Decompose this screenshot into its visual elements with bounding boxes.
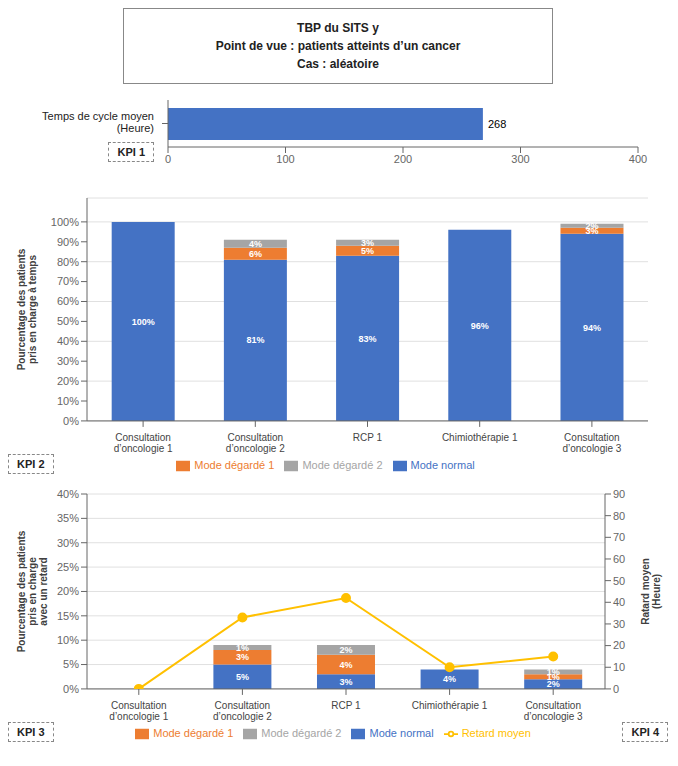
svg-text:Consultationd’oncologie 2: Consultationd’oncologie 2 [213, 700, 272, 723]
svg-text:10: 10 [613, 661, 625, 673]
svg-text:30%: 30% [57, 537, 79, 549]
html-text:KPI 4: KPI 4 [631, 726, 659, 738]
html-text:TBP du SITS y: TBP du SITS y [297, 21, 379, 35]
svg-text:4%: 4% [443, 674, 456, 684]
svg-text:20: 20 [613, 639, 625, 651]
svg-text:25%: 25% [57, 561, 79, 573]
svg-text:Consultationd’oncologie 2: Consultationd’oncologie 2 [226, 432, 285, 455]
svg-text:RCP 1: RCP 1 [331, 700, 361, 711]
svg-text:Chimiothérapie 1: Chimiothérapie 1 [442, 432, 518, 443]
svg-text:40%: 40% [57, 335, 79, 347]
html-text:Mode dégardé 1: Mode dégardé 1 [194, 458, 275, 471]
svg-text:4%: 4% [249, 239, 262, 249]
svg-text:90%: 90% [57, 236, 79, 248]
html-text:Mode dégardé 2: Mode dégardé 2 [261, 726, 342, 739]
svg-text:80: 80 [613, 510, 625, 522]
svg-text:Consultationd’oncologie 1: Consultationd’oncologie 1 [114, 432, 173, 455]
svg-text:90: 90 [613, 488, 625, 500]
svg-text:40: 40 [613, 596, 625, 608]
html-text:Mode dégardé 2: Mode dégardé 2 [302, 458, 383, 471]
svg-text:20%: 20% [57, 375, 79, 387]
svg-text:0%: 0% [63, 415, 79, 427]
svg-text:15%: 15% [57, 610, 79, 622]
svg-text:100%: 100% [132, 317, 155, 327]
svg-text:5%: 5% [236, 672, 249, 682]
svg-text:81%: 81% [246, 335, 264, 345]
svg-text:2%: 2% [585, 221, 598, 231]
svg-text:1%: 1% [547, 667, 560, 677]
svg-text:Consultationd’oncologie 3: Consultationd’oncologie 3 [524, 700, 583, 723]
svg-text:50%: 50% [57, 315, 79, 327]
html-text:KPI 2: KPI 2 [17, 458, 45, 470]
html-text:Mode normal: Mode normal [410, 458, 475, 471]
svg-text:0: 0 [613, 683, 619, 695]
svg-text:Ratard moyen(Heure): Ratard moyen(Heure) [639, 558, 661, 625]
svg-text:Pourcentage des patientspris e: Pourcentage des patientspris en charge à… [15, 248, 37, 370]
svg-text:3%: 3% [339, 677, 352, 687]
html-text:Temps de cycle moyen (Heure): Temps de cycle moyen (Heure) [42, 110, 154, 134]
html-text:KPI 3: KPI 3 [17, 726, 45, 738]
svg-text:94%: 94% [583, 323, 601, 333]
svg-text:70%: 70% [57, 275, 79, 287]
svg-text:100%: 100% [51, 216, 79, 228]
svg-text:60: 60 [613, 553, 625, 565]
svg-text:0: 0 [165, 153, 171, 165]
svg-text:96%: 96% [471, 321, 489, 331]
html-text:KPI 1: KPI 1 [117, 146, 145, 158]
svg-text:Consultationd’oncologie 1: Consultationd’oncologie 1 [109, 700, 168, 723]
svg-text:300: 300 [511, 153, 529, 165]
svg-text:10%: 10% [57, 634, 79, 646]
svg-text:3%: 3% [236, 652, 249, 662]
svg-text:80%: 80% [57, 256, 79, 268]
html-text:Mode dégardé 1: Mode dégardé 1 [153, 726, 234, 739]
svg-text:200: 200 [394, 153, 412, 165]
svg-text:6%: 6% [249, 249, 262, 259]
svg-text:Chimiothérapie 1: Chimiothérapie 1 [412, 700, 488, 711]
svg-text:10%: 10% [57, 395, 79, 407]
svg-text:2%: 2% [339, 645, 352, 655]
svg-text:60%: 60% [57, 295, 79, 307]
svg-text:4%: 4% [339, 660, 352, 670]
svg-text:400: 400 [629, 153, 647, 165]
svg-text:40%: 40% [57, 488, 79, 500]
svg-text:2%: 2% [546, 679, 560, 690]
svg-text:50: 50 [613, 575, 625, 587]
svg-text:20%: 20% [57, 585, 79, 597]
svg-text:100: 100 [276, 153, 294, 165]
svg-text:5%: 5% [63, 658, 79, 670]
html-text:Cas : aléatoire: Cas : aléatoire [297, 57, 379, 71]
svg-text:30%: 30% [57, 355, 79, 367]
html-text:Retard moyen: Retard moyen [461, 726, 531, 739]
svg-text:70: 70 [613, 531, 625, 543]
svg-text:Consultationd’oncologie 3: Consultationd’oncologie 3 [562, 432, 621, 455]
svg-text:268: 268 [488, 118, 506, 130]
svg-text:83%: 83% [359, 334, 377, 344]
svg-text:1%: 1% [236, 643, 249, 653]
html-text:Mode normal: Mode normal [369, 726, 434, 739]
svg-text:35%: 35% [57, 512, 79, 524]
svg-text:RCP 1: RCP 1 [353, 432, 383, 443]
svg-text:3%: 3% [361, 238, 374, 248]
svg-text:5%: 5% [361, 245, 375, 256]
html-text:Point de vue : patients attein: Point de vue : patients atteints d’un ca… [215, 39, 461, 53]
svg-text:Pourcentage des patientspris e: Pourcentage des patientspris en chargeav… [15, 530, 48, 652]
svg-text:0%: 0% [63, 683, 79, 695]
svg-text:30: 30 [613, 618, 625, 630]
